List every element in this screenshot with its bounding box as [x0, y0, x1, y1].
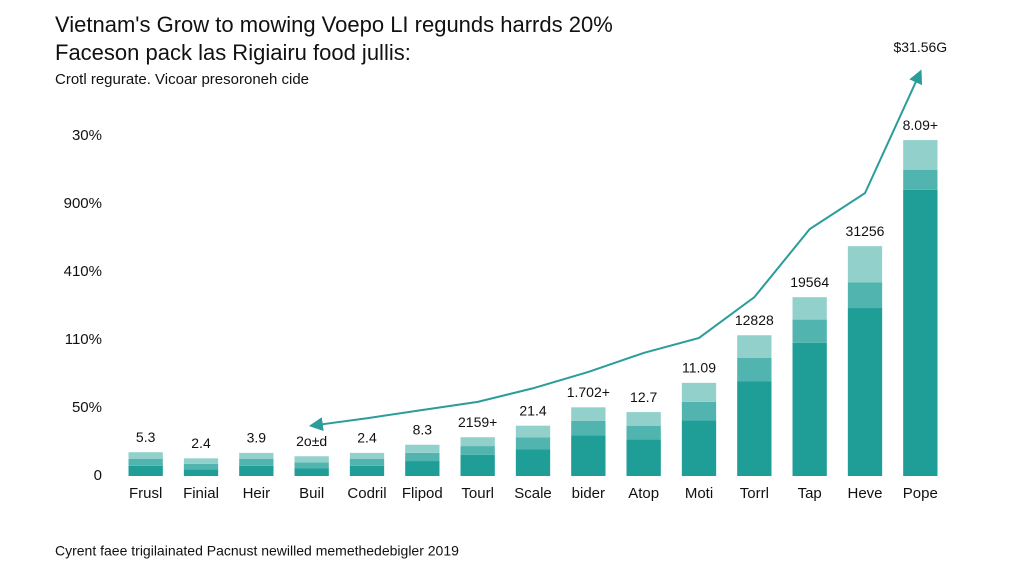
bar-segment [626, 412, 661, 426]
bar-segment [792, 342, 827, 476]
bar-segment [847, 282, 883, 309]
bar-segment [349, 452, 385, 459]
x-tick-label: Tourl [461, 485, 494, 502]
bar-segment [792, 297, 827, 320]
bar-segment [515, 449, 551, 476]
bar-segment [792, 319, 827, 343]
y-tick-label: 110% [65, 331, 102, 348]
bar-label: 1.702+ [567, 384, 610, 400]
bar-label: 3.9 [247, 430, 267, 446]
y-tick-label: 30% [72, 127, 102, 144]
bar-segment [294, 468, 329, 476]
x-tick-label: Moti [685, 485, 713, 502]
bar-segment [183, 463, 219, 470]
bar-segment [903, 170, 938, 190]
bar-segment [847, 246, 883, 283]
chart-subtitle: Crotl regurate. Vicoar presoroneh cide [55, 71, 309, 88]
bar-segment [847, 308, 883, 476]
bar-segment [737, 335, 772, 358]
chart-title: Vietnam's Grow to mowing Voepo LI regund… [55, 12, 613, 37]
bar-label: 12828 [735, 312, 774, 328]
bar-segment [239, 459, 274, 466]
bar-segment [128, 459, 163, 466]
y-tick-label: 50% [72, 399, 102, 416]
bar-segment [460, 446, 495, 455]
bar-segment [349, 465, 385, 476]
x-tick-label: Heir [243, 485, 271, 502]
bar-segment [681, 401, 717, 421]
bar-segment [515, 437, 551, 450]
bar-segment [571, 407, 606, 421]
x-tick-label: Codril [347, 485, 386, 502]
bar-segment [405, 452, 440, 462]
x-tick-label: Torrl [740, 485, 769, 502]
bar-label: 2o±d [296, 433, 327, 449]
y-tick-label: 410% [64, 263, 102, 280]
bar-segment [681, 382, 717, 402]
bar-segment [128, 452, 163, 459]
x-tick-label: Tap [798, 485, 822, 502]
x-tick-label: Buil [299, 485, 324, 502]
bar-label: 21.4 [519, 402, 546, 418]
bar-segment [626, 425, 661, 440]
x-tick-label: Atop [628, 485, 659, 502]
bar-segment [515, 425, 551, 438]
bar-segment [239, 452, 274, 459]
x-tick-label: bider [572, 485, 605, 502]
bar-segment [405, 444, 440, 453]
bar-segment [460, 454, 495, 476]
bar-segment [294, 462, 329, 469]
bar-segment [626, 439, 661, 476]
y-tick-label: 0 [94, 467, 102, 484]
bar-label: 2.4 [191, 435, 211, 451]
bar-segment [349, 459, 385, 466]
bar-segment [571, 420, 606, 436]
bar-label: 2159+ [458, 414, 497, 430]
trend-line [308, 69, 923, 432]
trend-label: $31.56G [893, 39, 947, 55]
y-tick-label: 900% [64, 195, 102, 212]
bar-label: 11.09 [682, 360, 716, 376]
bar-label: 8.3 [413, 421, 433, 437]
bar-segment [128, 465, 163, 476]
bar-segment [460, 437, 495, 447]
bar-segment [571, 435, 606, 476]
x-tick-label: Flipod [402, 485, 443, 502]
x-tick-label: Finial [183, 485, 219, 502]
bar-segment [183, 458, 219, 464]
bar-segment [737, 357, 772, 382]
bar-label: 19564 [790, 274, 829, 290]
bar-label: 12.7 [630, 389, 657, 405]
bar-segment [681, 420, 717, 476]
bar-segment [294, 456, 329, 463]
x-tick-label: Pope [903, 485, 938, 502]
x-tick-label: Scale [514, 485, 552, 502]
x-tick-label: Frusl [129, 485, 162, 502]
bar-segment [737, 381, 772, 476]
footer: Cyrent faee trigilainated Pacnust newill… [55, 543, 459, 559]
bar-label: 5.3 [136, 429, 156, 445]
x-tick-label: Heve [847, 485, 882, 502]
bar-segment [239, 465, 274, 476]
bar-segment [903, 189, 938, 476]
bar-label: 31256 [846, 223, 885, 239]
bar-segment [405, 461, 440, 476]
bar-segment [183, 469, 219, 476]
bar-label: 8.09+ [903, 117, 938, 133]
bar-segment [903, 140, 938, 170]
bar-label: 2.4 [357, 430, 377, 446]
chart-title: Faceson pack las Rigiairu food jullis: [55, 40, 411, 65]
